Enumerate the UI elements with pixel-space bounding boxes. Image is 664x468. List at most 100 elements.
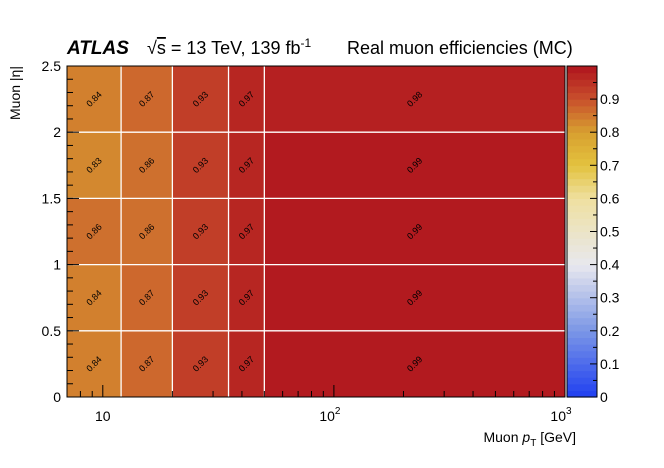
palette-step: [567, 79, 597, 87]
y-tick-label: 1.5: [42, 190, 62, 206]
y-tick-label: 0: [53, 389, 61, 405]
palette-step: [567, 132, 597, 140]
x-axis-title-sub: T: [530, 438, 536, 449]
palette-step: [567, 344, 597, 352]
heatmap-cell: [264, 132, 565, 199]
palette-step: [567, 257, 597, 266]
x-axis-title: Muon pT [GeV]: [483, 429, 576, 449]
palette-step: [567, 218, 597, 226]
heatmap-cell: [121, 66, 173, 133]
heatmap-cell: [67, 330, 122, 397]
color-palette: 0 0.1 0.2 0.3 0.4 0.5 0.6 0.7 0.8 0.9: [566, 65, 620, 405]
palette-step: [567, 211, 597, 219]
heatmap-cell: [67, 132, 122, 199]
heatmap-cell: [67, 66, 122, 133]
heatmap-cell: [121, 132, 173, 199]
heatmap-cell: [228, 66, 265, 133]
palette-tick-label: 0.4: [600, 257, 620, 273]
palette-step: [567, 370, 597, 378]
palette-step: [567, 284, 597, 292]
x-axis-title-main: Muon: [483, 429, 522, 445]
palette-step: [567, 138, 597, 147]
cells-layer: [67, 66, 565, 397]
lumi-exponent: -1: [301, 36, 312, 50]
palette-tick-label: 0.6: [600, 190, 620, 206]
palette-step: [567, 297, 597, 305]
palette-step: [567, 390, 597, 398]
palette-tick-label: 0.8: [600, 124, 620, 140]
palette-step: [567, 350, 597, 358]
heatmap-cell: [172, 66, 229, 133]
palette-step: [567, 224, 597, 233]
palette-step: [567, 152, 597, 160]
palette-step: [567, 251, 597, 259]
palette-step: [567, 231, 597, 239]
palette-tick-label: 0.1: [600, 356, 620, 372]
palette-step: [567, 271, 597, 279]
x-tick-label: 103: [550, 406, 572, 424]
y-tick-label: 0.5: [42, 323, 62, 339]
heatmap-cell: [121, 264, 173, 331]
palette-step: [567, 112, 597, 120]
palette-step: [567, 118, 597, 127]
axis-layer: 0 0.5 1 1.5 2 2.5 10 102 103: [42, 58, 572, 424]
heatmap-cell: [67, 264, 122, 331]
heatmap-cell: [264, 66, 565, 133]
palette-step: [567, 99, 597, 107]
heatmap-cell: [172, 330, 229, 397]
palette-step: [567, 125, 597, 133]
palette-step: [567, 244, 597, 252]
palette-step: [567, 337, 597, 345]
palette-step: [567, 92, 597, 100]
palette-step: [567, 171, 597, 180]
palette-step: [567, 205, 597, 213]
palette-step: [567, 238, 597, 246]
palette-tick-label: 0: [600, 389, 608, 405]
palette-step: [567, 304, 597, 312]
palette-step: [567, 383, 597, 391]
energy-text: = 13 TeV, 139 fb: [166, 38, 301, 58]
palette-step: [567, 185, 597, 193]
heatmap-cell: [121, 198, 173, 265]
grid-layer: [67, 66, 565, 397]
heatmap-cell: [67, 198, 122, 265]
y-tick-label: 2.5: [42, 58, 62, 74]
palette-step: [567, 377, 597, 385]
palette-tick-label: 0.3: [600, 290, 620, 306]
palette-step: [567, 85, 597, 94]
palette-step: [567, 357, 597, 365]
palette-step: [567, 165, 597, 173]
energy-lumi-label: √s = 13 TeV, 139 fb-1: [147, 36, 312, 58]
x-tick-label: 10: [95, 408, 111, 424]
atlas-label: ATLAS: [66, 38, 129, 59]
heatmap-cell: [228, 264, 265, 331]
palette-step: [567, 105, 597, 113]
palette-step: [567, 72, 597, 80]
heatmap-cell: [264, 330, 565, 397]
palette-step: [567, 291, 597, 299]
heatmap-cell: [121, 330, 173, 397]
palette-step: [567, 363, 597, 372]
sqrt-s: s: [157, 38, 166, 58]
y-axis-title: Muon |η|: [7, 66, 23, 120]
palette-tick-label: 0.7: [600, 157, 620, 173]
heatmap-cell: [264, 198, 565, 265]
x-axis-title-unit: [GeV]: [536, 429, 576, 445]
palette-step: [567, 324, 597, 332]
palette-tick-label: 0.2: [600, 323, 620, 339]
palette-step: [567, 178, 597, 186]
palette-step: [567, 198, 597, 206]
sqrt-symbol: √: [147, 38, 157, 58]
palette-tick-label: 0.9: [600, 91, 620, 107]
palette-tick-label: 0.5: [600, 224, 620, 240]
palette-step: [567, 191, 597, 199]
chart-description: Real muon efficiencies (MC): [347, 38, 573, 58]
heatmap-cell: [172, 132, 229, 199]
y-tick-label: 1: [53, 257, 61, 273]
heatmap-cell: [228, 132, 265, 199]
heatmap-cell: [172, 198, 229, 265]
palette-step: [567, 145, 597, 153]
palette-step: [567, 317, 597, 325]
palette-step: [567, 158, 597, 166]
